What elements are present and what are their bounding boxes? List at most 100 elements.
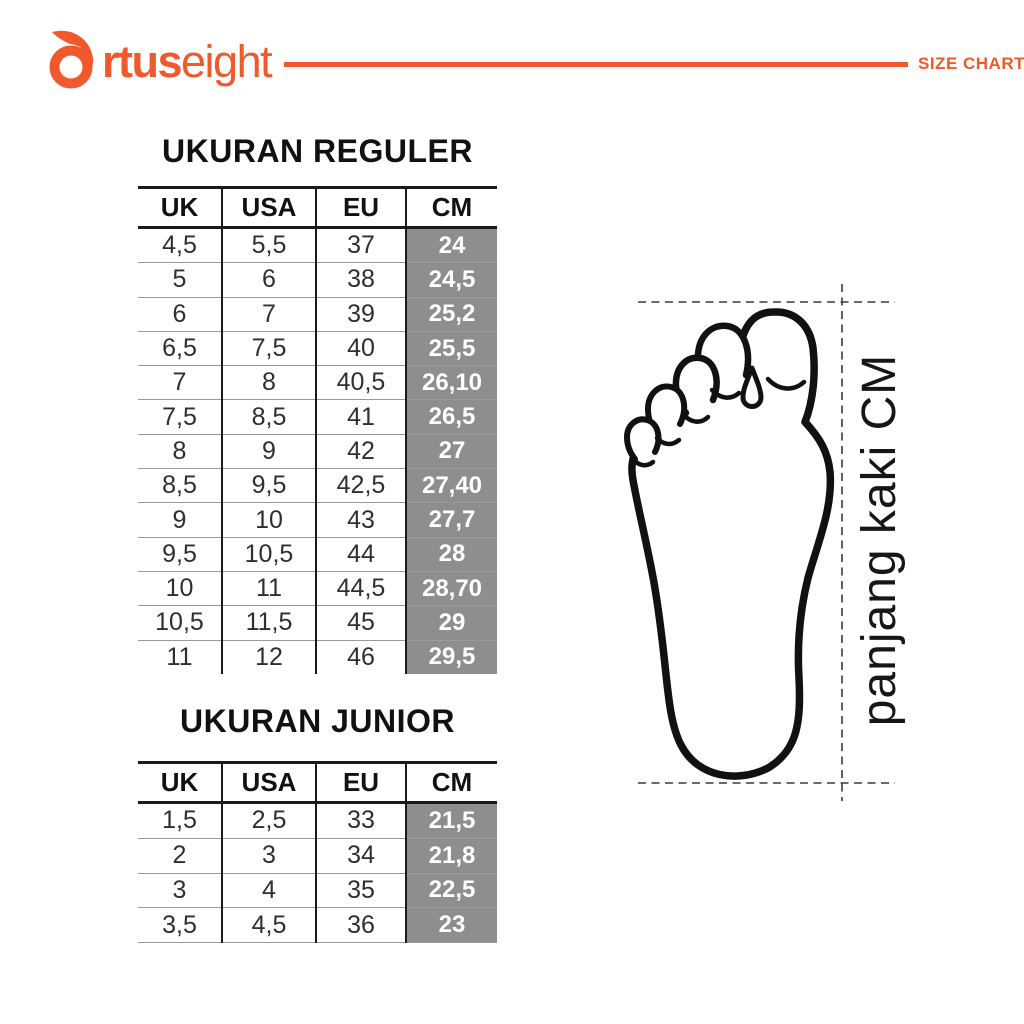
measurement-dashed-lines bbox=[638, 284, 895, 801]
size-cell: 6 bbox=[138, 296, 222, 332]
flame-o-icon bbox=[49, 30, 94, 89]
size-cell: 4 bbox=[221, 872, 316, 908]
size-cell: 9,5 bbox=[138, 536, 222, 572]
column-header-usa: USA bbox=[221, 186, 316, 229]
size-cell: 9,5 bbox=[221, 468, 316, 503]
size-cell: 42,5 bbox=[315, 468, 406, 503]
size-cell: 1,5 bbox=[162, 806, 197, 835]
cm-cell: 28 bbox=[405, 536, 497, 572]
size-cell: 36 bbox=[315, 907, 406, 944]
size-cell: 6,5 bbox=[138, 330, 222, 366]
size-cell: 10 bbox=[221, 502, 316, 538]
ortuseight-logo: rtuseight bbox=[44, 30, 273, 90]
size-cell: 5 bbox=[138, 262, 222, 298]
size-cell: 8 bbox=[138, 433, 222, 469]
size-cell: 11,5 bbox=[221, 605, 316, 641]
size-cell: 8,5 bbox=[138, 468, 222, 503]
size-cell: 4,5 bbox=[162, 231, 197, 260]
size-cell: 3,5 bbox=[138, 907, 222, 944]
size-cell: 3 bbox=[221, 837, 316, 874]
size-cell: 35 bbox=[315, 872, 406, 908]
size-cell: 39 bbox=[315, 296, 406, 332]
size-cell: 8 bbox=[221, 365, 316, 400]
table-row: 3 4 35 22,5 bbox=[138, 872, 497, 908]
table-row: 4,5 5,5 37 24 bbox=[138, 227, 497, 263]
size-cell: 9 bbox=[221, 433, 316, 469]
foot-drawing bbox=[624, 308, 835, 780]
size-cell: 4,5 bbox=[221, 907, 316, 944]
foot-outline-icon bbox=[624, 284, 895, 801]
size-cell: 44 bbox=[315, 536, 406, 572]
size-cell: 38 bbox=[315, 262, 406, 298]
cm-cell: 22,5 bbox=[405, 872, 497, 908]
size-cell: 11 bbox=[221, 570, 316, 606]
size-cell: 9 bbox=[138, 502, 222, 538]
size-cell: 43 bbox=[315, 502, 406, 538]
cm-cell: 27,7 bbox=[405, 502, 497, 538]
size-cell: 44,5 bbox=[315, 570, 406, 606]
logo-text-bold: rtus bbox=[102, 36, 183, 87]
table-row: 8,5 9,5 42,5 27,40 bbox=[138, 468, 497, 503]
size-cell: 2,5 bbox=[221, 802, 316, 839]
table-row: 6,5 7,5 40 25,5 bbox=[138, 330, 497, 366]
size-cell: 10,5 bbox=[138, 605, 222, 641]
size-chart-label: SIZE CHART bbox=[918, 54, 1024, 73]
column-header-uk: UK bbox=[138, 761, 222, 804]
junior-section-title: UKURAN JUNIOR bbox=[180, 703, 455, 739]
size-cell: 8,5 bbox=[221, 399, 316, 435]
table-row: 6 7 39 25,2 bbox=[138, 296, 497, 332]
size-cell: 2 bbox=[138, 837, 222, 874]
size-cell: 7,5 bbox=[221, 330, 316, 366]
cm-cell: 29,5 bbox=[405, 639, 497, 674]
cm-cell: 24,5 bbox=[405, 262, 497, 298]
table-row: 11 12 46 29,5 bbox=[138, 639, 497, 674]
cm-cell: 21,5 bbox=[405, 802, 497, 839]
table-row: 3,5 4,5 36 23 bbox=[138, 907, 497, 944]
cm-cell: 29 bbox=[405, 605, 497, 641]
table-row: 2 3 34 21,8 bbox=[138, 837, 497, 874]
size-cell: 33 bbox=[315, 802, 406, 839]
header-divider bbox=[284, 62, 908, 67]
size-cell: 7 bbox=[221, 296, 316, 332]
cm-cell: 21,8 bbox=[405, 837, 497, 874]
cm-cell: 26,10 bbox=[405, 365, 497, 400]
table-row: 8 9 42 27 bbox=[138, 433, 497, 469]
logo-text-light: eight bbox=[181, 36, 273, 87]
size-cell: 37 bbox=[315, 227, 406, 263]
size-cell: 3 bbox=[138, 872, 222, 908]
header-row: UK USA EU CM bbox=[138, 186, 497, 229]
size-cell: 10 bbox=[138, 570, 222, 606]
size-cell: 12 bbox=[221, 639, 316, 674]
cm-cell: 26,5 bbox=[405, 399, 497, 435]
table-row: 9,5 10,5 44 28 bbox=[138, 536, 497, 572]
column-header-usa: USA bbox=[221, 761, 316, 804]
size-cell: 7 bbox=[138, 365, 222, 400]
foot-length-label: panjang kaki CM bbox=[853, 353, 906, 727]
logo-wordmark: rtuseight bbox=[102, 34, 273, 90]
column-header-cm: CM bbox=[405, 186, 497, 229]
table-row: 1,5 2,5 33 21,5 bbox=[138, 802, 497, 839]
cm-cell: 27,40 bbox=[405, 468, 497, 503]
size-cell: 5,5 bbox=[221, 227, 316, 263]
junior-size-table: UK USA EU CM 1,5 2,5 33 21,5 2 3 34 21,8 3 4 35 22,5 3,… bbox=[138, 761, 497, 944]
column-header-cm: CM bbox=[405, 761, 497, 804]
table-row: 7,5 8,5 41 26,5 bbox=[138, 399, 497, 435]
table-row: 7 8 40,5 26,10 bbox=[138, 365, 497, 400]
size-cell: 41 bbox=[315, 399, 406, 435]
foot-measurement-figure bbox=[600, 280, 910, 825]
size-cell: 40,5 bbox=[315, 365, 406, 400]
header-row: UK USA EU CM bbox=[138, 761, 497, 804]
size-cell: 40 bbox=[315, 330, 406, 366]
size-cell: 10,5 bbox=[221, 536, 316, 572]
size-cell: 45 bbox=[315, 605, 406, 641]
table-row: 9 10 43 27,7 bbox=[138, 502, 497, 538]
cm-cell: 25,2 bbox=[405, 296, 497, 332]
reguler-section-title: UKURAN REGULER bbox=[162, 133, 473, 169]
cm-cell: 27 bbox=[405, 433, 497, 469]
size-cell: 46 bbox=[315, 639, 406, 674]
table-row: 10 11 44,5 28,70 bbox=[138, 570, 497, 606]
column-header-uk: UK bbox=[138, 186, 222, 229]
column-header-eu: EU bbox=[315, 761, 406, 804]
column-header-eu: EU bbox=[315, 186, 406, 229]
